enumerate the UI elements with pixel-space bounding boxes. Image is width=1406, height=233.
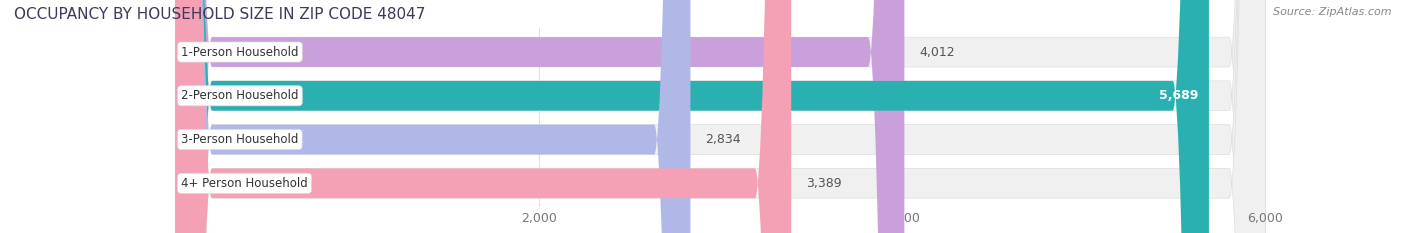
FancyBboxPatch shape [176,0,1265,233]
Text: 4+ Person Household: 4+ Person Household [181,177,308,190]
FancyBboxPatch shape [176,0,1209,233]
Text: Source: ZipAtlas.com: Source: ZipAtlas.com [1274,7,1392,17]
Text: 1-Person Household: 1-Person Household [181,45,298,58]
FancyBboxPatch shape [176,0,792,233]
FancyBboxPatch shape [176,0,1265,233]
Text: 3-Person Household: 3-Person Household [181,133,298,146]
Text: OCCUPANCY BY HOUSEHOLD SIZE IN ZIP CODE 48047: OCCUPANCY BY HOUSEHOLD SIZE IN ZIP CODE … [14,7,426,22]
Text: 2,834: 2,834 [704,133,741,146]
FancyBboxPatch shape [176,0,1265,233]
Text: 4,012: 4,012 [920,45,955,58]
FancyBboxPatch shape [176,0,904,233]
Text: 5,689: 5,689 [1159,89,1198,102]
FancyBboxPatch shape [176,0,690,233]
FancyBboxPatch shape [176,0,1265,233]
Text: 3,389: 3,389 [806,177,841,190]
Text: 2-Person Household: 2-Person Household [181,89,298,102]
